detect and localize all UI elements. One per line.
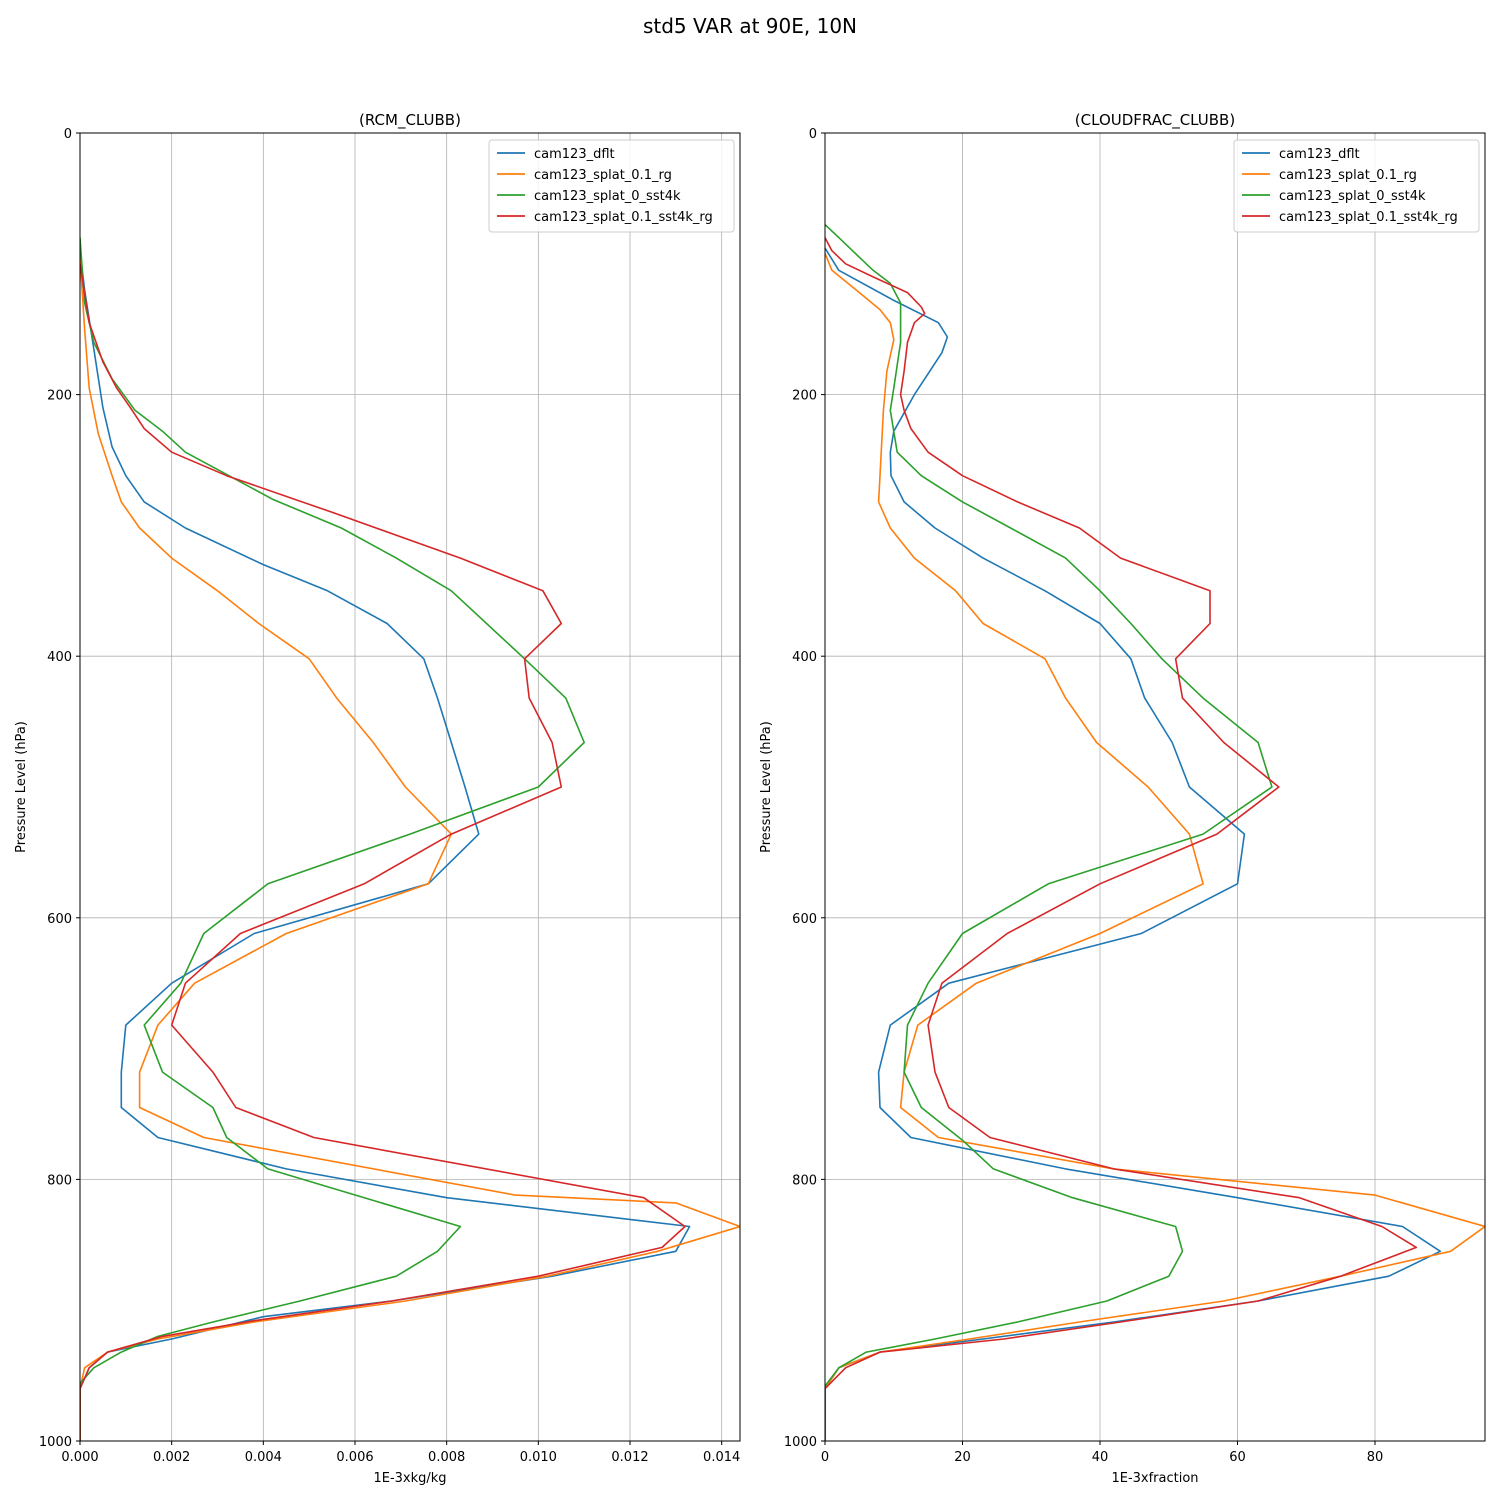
- legend-label: cam123_splat_0.1_sst4k_rg: [534, 210, 713, 225]
- subplot-title: (RCM_CLUBB): [359, 111, 461, 130]
- figure-title: std5 VAR at 90E, 10N: [642, 14, 858, 38]
- axes-frame: [824, 132, 1486, 1442]
- x-tick-label: 60: [1229, 1450, 1246, 1465]
- series-group: [80, 237, 740, 1441]
- series-line-cam123_splat_0_sst4k: [825, 224, 1273, 1441]
- series-line-cam123_splat_0.1_sst4k_rg: [825, 237, 1418, 1441]
- legend-label: cam123_dflt: [534, 147, 615, 162]
- y-tick-label: 1000: [784, 1435, 817, 1450]
- x-tick-label: 20: [954, 1450, 971, 1465]
- series-line-cam123_dflt: [80, 250, 691, 1441]
- y-axis-label: Pressure Level (hPa): [14, 721, 29, 853]
- x-tick-label: 0.010: [520, 1450, 557, 1465]
- y-tick-label: 0: [809, 127, 817, 142]
- y-tick-label: 200: [792, 389, 817, 404]
- legend-label: cam123_splat_0.1_rg: [1279, 168, 1417, 183]
- legend: cam123_dflt cam123_splat_0.1_rg cam123_spl…: [1233, 139, 1480, 233]
- legend-box: [1233, 139, 1480, 233]
- series-line-cam123_splat_0.1_rg: [825, 252, 1485, 1441]
- subplot-cloudfrac-clubb: 0 20 40 60 8002004006008001000(CLOUDFRAC_CLU…: [759, 111, 1486, 1486]
- legend-label: cam123_dflt: [1279, 147, 1360, 162]
- x-tick-label: 80: [1367, 1450, 1384, 1465]
- axes-frame: [79, 132, 741, 1442]
- x-tick-label: 40: [1092, 1450, 1109, 1465]
- x-tick-label: 0.008: [428, 1450, 465, 1465]
- x-tick-label: 0.002: [153, 1450, 190, 1465]
- y-tick-label: 0: [64, 127, 72, 142]
- y-tick-label: 200: [47, 389, 72, 404]
- x-tick-label: 0.012: [611, 1450, 648, 1465]
- y-tick-label: 400: [47, 650, 72, 665]
- legend-box: [488, 139, 735, 233]
- subplot-rcm-clubb: 0.000 0.002 0.004 0.006 0.008 0.010 0.012 0.014…: [14, 111, 741, 1486]
- legend: cam123_dflt cam123_splat_0.1_rg cam123_spl…: [488, 139, 735, 233]
- series-group: [825, 224, 1485, 1441]
- x-tick-label: 0.004: [245, 1450, 282, 1465]
- y-tick-label: 400: [792, 650, 817, 665]
- x-tick-label: 0.006: [336, 1450, 373, 1465]
- y-tick-label: 1000: [39, 1435, 72, 1450]
- y-tick-label: 600: [47, 912, 72, 927]
- y-axis-label: Pressure Level (hPa): [759, 721, 774, 853]
- legend-label: cam123_splat_0.1_sst4k_rg: [1279, 210, 1458, 225]
- y-tick-label: 800: [47, 1173, 72, 1188]
- subplot-title: (CLOUDFRAC_CLUBB): [1075, 111, 1235, 130]
- series-line-cam123_dflt: [825, 247, 1442, 1441]
- legend-label: cam123_splat_0.1_rg: [534, 168, 672, 183]
- series-line-cam123_splat_0.1_rg: [80, 257, 740, 1441]
- x-axis-label: 1E-3xkg/kg: [373, 1471, 446, 1486]
- x-axis-label: 1E-3xfraction: [1111, 1471, 1198, 1486]
- x-tick-label: 0.000: [61, 1450, 98, 1465]
- x-tick-label: 0.014: [703, 1450, 740, 1465]
- y-tick-label: 800: [792, 1173, 817, 1188]
- legend-label: cam123_splat_0_sst4k: [534, 189, 681, 204]
- series-line-cam123_splat_0_sst4k: [80, 237, 585, 1441]
- legend-label: cam123_splat_0_sst4k: [1279, 189, 1426, 204]
- x-tick-label: 0: [821, 1450, 829, 1465]
- y-tick-label: 600: [792, 912, 817, 927]
- series-line-cam123_splat_0.1_sst4k_rg: [80, 263, 686, 1441]
